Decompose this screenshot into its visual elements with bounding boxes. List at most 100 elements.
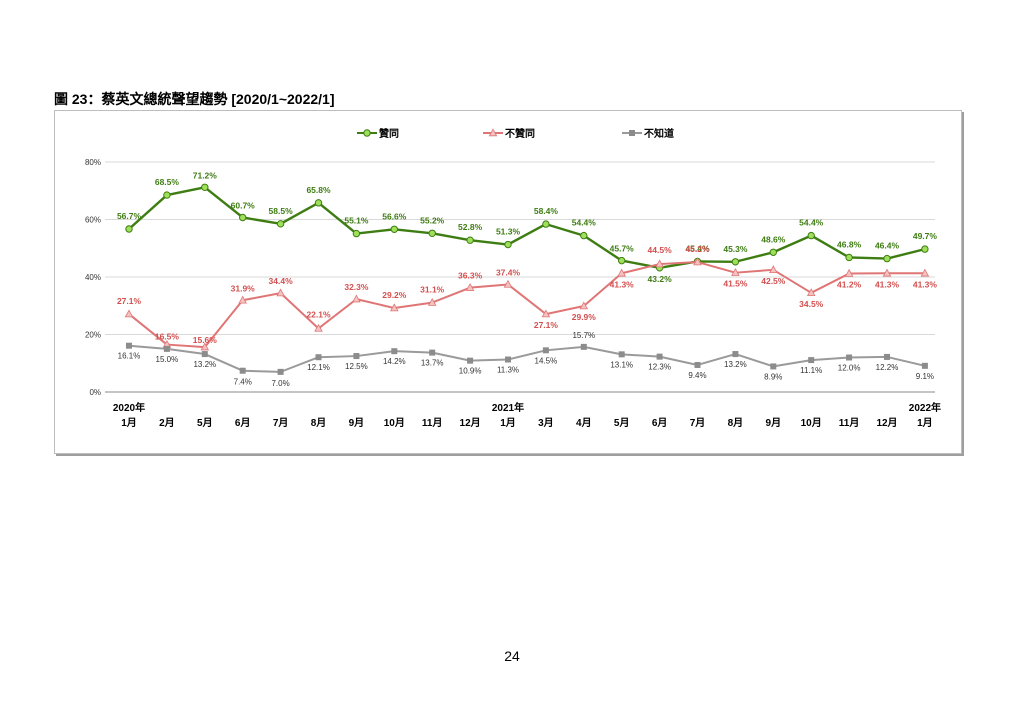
data-label-disapprove: 27.1%: [534, 320, 559, 330]
y-tick-label: 40%: [85, 273, 101, 282]
x-tick-label-month: 6月: [652, 417, 668, 429]
data-point-disapprove: [579, 301, 589, 310]
data-point-disapprove: [503, 279, 513, 288]
data-point-unknown: [163, 345, 170, 352]
data-point-unknown: [201, 351, 208, 358]
data-label-disapprove: 41.3%: [875, 279, 900, 289]
legend-label-unknown: 不知道: [644, 127, 674, 140]
data-point-disapprove: [390, 303, 399, 312]
x-tick-label-month: 6月: [235, 417, 251, 429]
chart-frame: 0% 20% 40% 60% 80% 2020年 1月 2月 5月 6月 7月 8月 9月 10月 11月 1…: [54, 110, 962, 454]
data-label-disapprove: 27.1%: [117, 296, 142, 306]
data-label-approve: 46.4%: [875, 241, 900, 251]
data-point-approve: [807, 231, 815, 240]
data-label-disapprove: 32.3%: [344, 282, 369, 292]
x-tick-label-month: 11月: [422, 417, 443, 429]
x-tick-label-year: 2021年: [492, 401, 524, 414]
data-point-approve: [504, 240, 512, 249]
data-label-disapprove: 45.2%: [685, 244, 710, 254]
data-point-disapprove: [655, 259, 664, 268]
data-label-unknown: 9.1%: [916, 372, 934, 381]
x-tick-label-month: 3月: [538, 417, 554, 429]
data-label-unknown: 15.0%: [156, 355, 179, 364]
data-label-approve: 51.3%: [496, 227, 521, 237]
x-tick-label-month: 4月: [576, 417, 592, 429]
data-point-approve: [883, 254, 891, 263]
data-label-disapprove: 37.4%: [496, 267, 521, 277]
data-point-approve: [466, 236, 474, 244]
data-label-disapprove: 41.3%: [913, 279, 938, 289]
data-label-disapprove: 41.2%: [837, 280, 862, 290]
x-tick-label-month: 1月: [500, 417, 516, 429]
data-point-approve: [239, 213, 247, 222]
x-tick-label-month: 5月: [614, 417, 630, 429]
x-tick-label-month: 12月: [460, 417, 481, 429]
data-label-disapprove: 31.9%: [231, 283, 256, 293]
data-label-unknown: 12.3%: [648, 363, 671, 372]
y-tick-label: 0%: [89, 388, 101, 397]
legend-marker-disapprove: [488, 128, 498, 137]
data-point-disapprove: [882, 268, 892, 277]
data-label-approve: 45.4%: [685, 243, 710, 253]
data-label-disapprove: 44.5%: [648, 245, 673, 255]
data-point-unknown: [429, 349, 436, 356]
data-point-disapprove: [617, 268, 626, 277]
data-label-unknown: 12.2%: [876, 363, 899, 372]
data-point-approve: [276, 220, 285, 228]
data-point-unknown: [239, 367, 246, 374]
data-label-unknown: 8.9%: [764, 372, 782, 381]
x-tick-label-month: 12月: [876, 417, 897, 429]
data-label-disapprove: 29.2%: [382, 290, 407, 300]
series-line-disapprove: [128, 261, 925, 349]
data-point-unknown: [580, 343, 587, 350]
data-point-disapprove: [465, 283, 475, 291]
data-label-unknown: 13.2%: [724, 360, 747, 369]
legend-marker-unknown: [629, 130, 635, 136]
data-label-disapprove: 36.3%: [458, 271, 483, 281]
data-point-approve: [580, 231, 588, 240]
data-label-disapprove: 15.6%: [193, 335, 218, 345]
data-point-unknown: [770, 363, 777, 370]
data-label-unknown: 13.2%: [193, 360, 216, 369]
data-label-approve: 49.7%: [913, 231, 938, 241]
data-point-approve: [921, 245, 929, 253]
approval-trend-chart: 0% 20% 40% 60% 80% 2020年 1月 2月 5月 6月 7月 8月 9月 10月 11月 1…: [85, 127, 941, 429]
data-label-approve: 54.4%: [799, 218, 824, 228]
data-label-unknown: 12.0%: [838, 364, 861, 373]
data-point-unknown: [694, 361, 701, 368]
x-tick-label-month: 10月: [801, 417, 822, 429]
data-point-disapprove: [693, 257, 702, 266]
y-tick-label: 80%: [85, 158, 101, 167]
data-label-disapprove: 41.3%: [610, 279, 635, 289]
data-point-approve: [314, 199, 323, 207]
x-tick-label-month: 8月: [728, 417, 744, 429]
data-point-unknown: [315, 354, 322, 361]
data-point-unknown: [921, 362, 928, 369]
data-point-disapprove: [124, 309, 134, 318]
data-point-unknown: [467, 357, 474, 364]
data-label-unknown: 10.9%: [459, 367, 482, 376]
data-label-approve: 55.2%: [420, 215, 445, 225]
data-point-approve: [201, 183, 209, 192]
data-point-approve: [731, 258, 740, 266]
data-label-disapprove: 16.5%: [155, 332, 180, 342]
data-label-unknown: 14.5%: [535, 356, 558, 365]
data-point-approve: [542, 220, 550, 228]
data-point-disapprove: [806, 288, 816, 297]
data-point-approve: [845, 253, 853, 262]
data-point-unknown: [884, 353, 890, 360]
data-label-approve: 71.2%: [193, 170, 218, 180]
data-point-disapprove: [769, 265, 778, 274]
data-label-approve: 55.1%: [344, 216, 369, 226]
data-point-approve: [125, 225, 133, 233]
data-label-approve: 52.8%: [458, 222, 483, 232]
data-label-approve: 43.2%: [648, 274, 673, 284]
data-point-approve: [428, 229, 436, 238]
data-point-unknown: [391, 348, 398, 355]
data-point-disapprove: [731, 268, 740, 276]
y-tick-label: 20%: [85, 331, 101, 340]
legend-marker-approve: [363, 129, 371, 137]
data-point-unknown: [505, 356, 511, 363]
data-label-unknown: 9.4%: [688, 371, 706, 380]
data-label-unknown: 16.1%: [118, 352, 141, 361]
